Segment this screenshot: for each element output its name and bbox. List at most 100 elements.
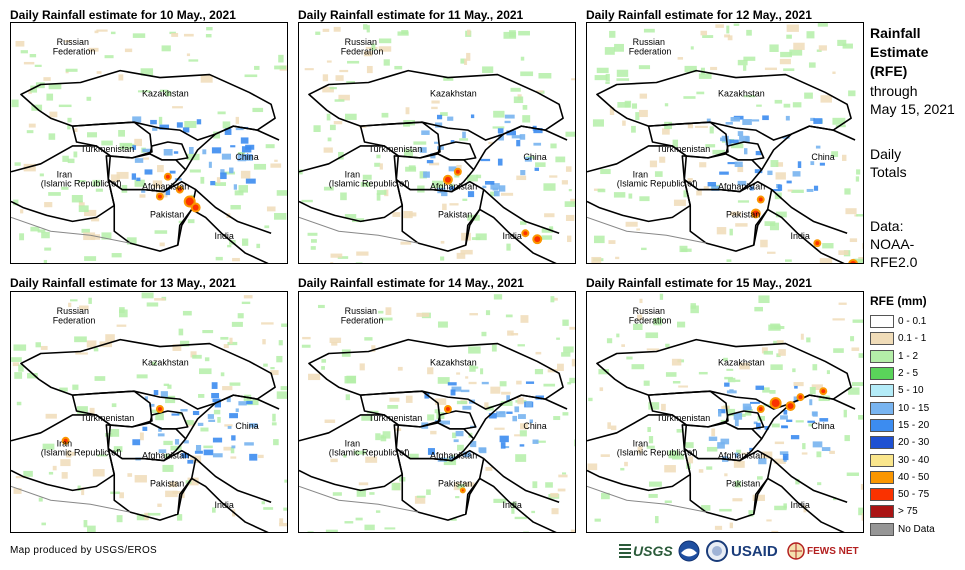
panel-title-6: Daily Rainfall estimate for 15 May., 202… — [586, 276, 812, 290]
usgs-logo: USGS — [619, 540, 675, 562]
legend-item: 10 - 15 — [870, 399, 935, 416]
country-label: Federation — [629, 47, 672, 57]
data-source: Data: NOAA- RFE2.0 — [870, 217, 917, 271]
rainfall-field — [591, 23, 863, 263]
country-label: China — [811, 152, 834, 162]
country-label: (Islamic Republic of) — [41, 179, 122, 189]
legend-item: 40 - 50 — [870, 469, 935, 486]
country-label: China — [235, 152, 258, 162]
country-label: Turkmenistan — [80, 413, 134, 423]
data-source-line-3: RFE2.0 — [870, 254, 918, 270]
country-label: (Islamic Republic of) — [329, 179, 410, 189]
legend-label: No Data — [898, 523, 935, 535]
fewsnet-globe-icon — [787, 542, 805, 560]
legend-item: 5 - 10 — [870, 382, 935, 399]
country-label: Kazakhstan — [718, 357, 765, 367]
legend-swatch — [870, 315, 894, 329]
country-borders — [587, 338, 856, 532]
panel-title-4: Daily Rainfall estimate for 13 May., 202… — [10, 276, 236, 290]
usgs-bars-icon — [619, 544, 631, 558]
rainfall-field — [587, 293, 863, 532]
rfe-title-line-3: (RFE) — [870, 63, 908, 79]
legend-swatch — [870, 418, 894, 432]
panel-title-3: Daily Rainfall estimate for 12 May., 202… — [586, 8, 812, 22]
country-label: Kazakhstan — [718, 88, 765, 98]
legend-label: 30 - 40 — [898, 454, 930, 466]
country-label: Pakistan — [438, 478, 472, 488]
country-label: Iran — [345, 439, 360, 449]
rfe-title-line-1: Rainfall — [870, 25, 921, 41]
country-label: Kazakhstan — [142, 88, 189, 98]
data-source-line-2: NOAA- — [870, 236, 915, 252]
rainfall-field — [11, 292, 287, 532]
country-borders — [299, 69, 568, 263]
country-borders — [11, 69, 280, 263]
country-label: Pakistan — [150, 209, 184, 219]
country-borders — [587, 69, 856, 263]
country-label: Russian — [57, 37, 89, 47]
legend-item: 50 - 75 — [870, 486, 935, 503]
legend-label: 20 - 30 — [898, 437, 930, 449]
heavy-rain-cells — [442, 167, 543, 245]
legend-item: No Data — [870, 521, 935, 538]
country-label: India — [503, 231, 522, 241]
legend-swatch — [870, 384, 894, 398]
country-label: Federation — [341, 316, 384, 326]
country-label: Pakistan — [438, 209, 472, 219]
country-label: Federation — [341, 47, 384, 57]
legend-swatch — [870, 332, 894, 346]
map-panel-2: Russian Federation Kazakhstan Turkmenistan I… — [298, 22, 576, 264]
country-label: Russian — [633, 37, 665, 47]
government-seal-icon — [706, 540, 728, 562]
legend-item: 2 - 5 — [870, 365, 935, 382]
country-label: Iran — [633, 439, 648, 449]
country-label: Turkmenistan — [656, 144, 710, 154]
legend-label: 1 - 2 — [898, 350, 919, 362]
country-label: Kazakhstan — [142, 357, 189, 367]
country-label: China — [523, 152, 546, 162]
panel-title-1: Daily Rainfall estimate for 10 May., 202… — [10, 8, 236, 22]
country-label: Afghanistan — [430, 182, 477, 192]
country-label: (Islamic Republic of) — [617, 448, 698, 458]
heavy-rain-cells — [756, 387, 828, 413]
country-label: Iran — [57, 170, 72, 180]
rfe-title: Rainfall Estimate (RFE) — [870, 24, 928, 81]
panel-title-5: Daily Rainfall estimate for 14 May., 202… — [298, 276, 524, 290]
country-borders — [299, 338, 568, 532]
legend-swatch — [870, 367, 894, 381]
rainfall-field — [299, 24, 575, 263]
legend-item: > 75 — [870, 503, 935, 520]
legend-swatch — [870, 505, 894, 519]
country-label: India — [215, 231, 234, 241]
usaid-logo: USAID — [731, 542, 778, 560]
country-label: Afghanistan — [718, 451, 765, 461]
legend-label: 2 - 5 — [898, 368, 919, 380]
country-label: (Islamic Republic of) — [329, 448, 410, 458]
country-label: Russian — [57, 306, 89, 316]
map-panel-4: Russian Federation Kazakhstan Turkmenistan I… — [10, 291, 288, 533]
usgs-logo-text: USGS — [633, 543, 673, 559]
country-label: Afghanistan — [142, 451, 189, 461]
legend: 0 - 0.1 0.1 - 1 1 - 2 2 - 5 5 - 10 10 - 15 15 … — [870, 313, 935, 538]
country-label: Pakistan — [726, 209, 760, 219]
map-panel-5: Russian Federation Kazakhstan Turkmenistan I… — [298, 291, 576, 533]
country-label: China — [523, 421, 546, 431]
country-label: Iran — [633, 170, 648, 180]
legend-swatch — [870, 470, 894, 484]
country-label: China — [235, 421, 258, 431]
legend-label: > 75 — [898, 506, 918, 518]
country-borders — [11, 338, 280, 532]
rfe-title-line-2: Estimate — [870, 44, 929, 60]
legend-swatch — [870, 436, 894, 450]
heavy-rain-cells — [443, 405, 466, 494]
country-label: Russian — [633, 306, 665, 316]
country-label: China — [811, 421, 834, 431]
daily-totals: Daily Totals — [870, 145, 907, 181]
heavy-rain-cells — [155, 172, 201, 213]
